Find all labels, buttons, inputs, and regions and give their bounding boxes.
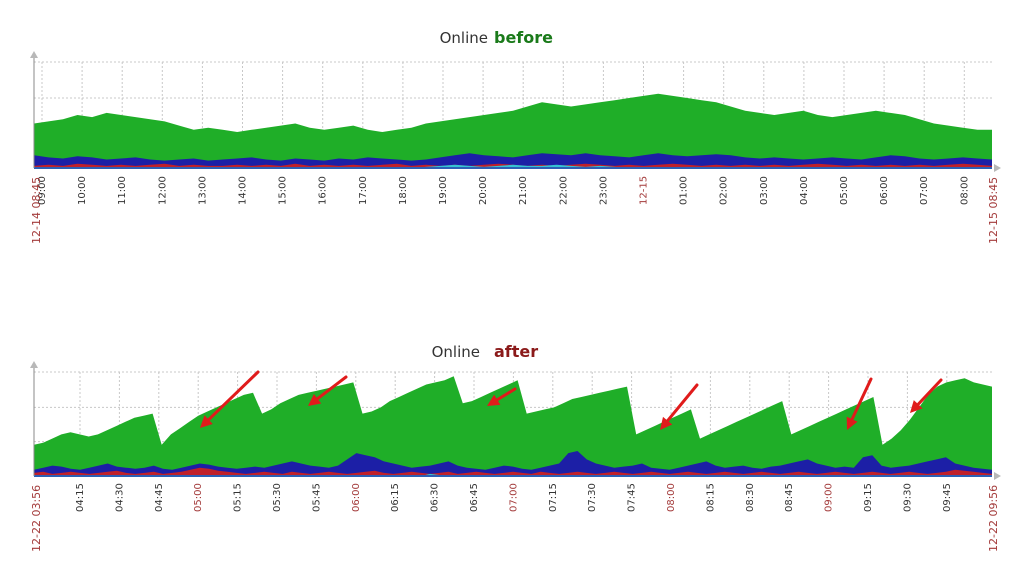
chart-after-x-tick-label: 05:00 (193, 483, 204, 512)
chart-after-end-label: 12-22 09:56 (987, 485, 1000, 552)
chart-before-x-tick-label: 19:00 (438, 176, 449, 205)
chart-before-title: Online (440, 29, 488, 47)
chart-after-x-tick-label: 04:15 (75, 483, 86, 512)
chart-after-x-tick-label: 08:15 (705, 483, 716, 512)
drop-arrow-head-2 (308, 394, 322, 406)
drop-arrow-head-3 (487, 394, 501, 406)
chart-before-x-tick-label: 10:00 (77, 176, 88, 205)
drop-arrow-3 (495, 387, 517, 402)
chart-after-x-tick-label: 04:30 (114, 483, 125, 512)
chart-before-x-tick-label: 23:00 (598, 176, 609, 205)
chart-after-x-tick-label: 06:30 (430, 483, 441, 512)
chart-after-x-axis-arrow (994, 472, 1001, 480)
chart-after-x-tick-label: 08:45 (784, 483, 795, 512)
chart-before-x-tick-label: 01:00 (679, 176, 690, 205)
chart-before-start-label: 12-14 08:45 (30, 177, 43, 244)
chart-after: 04:15 04:30 04:45 05:00 05:15 05:30 05:45 06:00… (30, 361, 1001, 512)
chart-after-tag: after (494, 342, 538, 361)
chart-after-x-tick-label: 09:30 (902, 483, 913, 512)
chart-after-series-green (34, 376, 992, 476)
chart-after-x-tick-label: 07:45 (627, 483, 638, 512)
chart-before-y-axis-arrow (30, 51, 38, 58)
chart-after-series-blue (34, 451, 992, 476)
drop-arrow-1 (207, 370, 260, 422)
chart-before-x-tick-label: 07:00 (919, 176, 930, 205)
chart-before-x-tick-label: 03:00 (759, 176, 770, 205)
drop-arrow-head-4 (660, 416, 673, 430)
chart-after-x-tick-label: 07:00 (508, 483, 519, 512)
chart-before-x-tick-label: 20:00 (478, 176, 489, 205)
chart-after-x-tick-label: 07:15 (548, 483, 559, 512)
chart-after-x-tick-label: 06:45 (469, 483, 480, 512)
chart-after-x-tick-label: 08:30 (745, 483, 756, 512)
chart-before-x-tick-label: 14:00 (238, 176, 249, 205)
drop-arrow-2 (316, 375, 348, 401)
chart-before-tag: before (494, 28, 553, 47)
chart-before-x-tick-label: 18:00 (398, 176, 409, 205)
chart-before-x-tick-label: 08:00 (959, 176, 970, 205)
chart-before-x-tick-label: 17:00 (358, 176, 369, 205)
drop-arrow-head-6 (910, 400, 923, 413)
chart-after-x-tick-label: 06:00 (351, 483, 362, 512)
chart-before-series-green (34, 93, 992, 168)
chart-after-x-tick-label: 09:45 (942, 483, 953, 512)
chart-before-x-tick-label: 06:00 (879, 176, 890, 205)
chart-before-x-tick-label: 12:00 (157, 176, 168, 205)
chart-after-start-label: 12-22 03:56 (30, 485, 43, 552)
chart-before-x-axis-arrow (994, 164, 1001, 172)
annotation-arrows (200, 370, 943, 430)
chart-before-end-label: 12-15 08:45 (987, 177, 1000, 244)
chart-after-x-tick-label: 05:30 (272, 483, 283, 512)
chart-before-x-tick-label: 11:00 (117, 176, 128, 205)
chart-before-x-tick-label: 13:00 (197, 176, 208, 205)
chart-after-y-axis-arrow (30, 361, 38, 368)
chart-before-x-tick-label: 05:00 (839, 176, 850, 205)
chart-before-x-tick-label: 21:00 (518, 176, 529, 205)
chart-after-x-tick-label: 04:45 (154, 483, 165, 512)
chart-before-x-tick-label: 15:00 (278, 176, 289, 205)
drop-arrow-6 (916, 378, 943, 406)
chart-before-x-tick-label: 12-15 (639, 176, 650, 205)
chart-after-x-tick-label: 08:00 (666, 483, 677, 512)
chart-after-title: Online (432, 343, 480, 361)
drop-arrow-head-5 (846, 416, 858, 430)
chart-after-x-tick-label: 06:15 (390, 483, 401, 512)
chart-after-x-tick-label: 07:30 (587, 483, 598, 512)
chart-before-x-tick-label: 02:00 (719, 176, 730, 205)
drop-arrow-5 (850, 377, 873, 421)
chart-before-series-cyan (34, 164, 992, 168)
chart-before-x-tick-label: 09:00 (37, 176, 48, 205)
chart-before-x-tick-label: 16:00 (318, 176, 329, 205)
chart-after-series-red (34, 467, 992, 476)
chart-after-x-tick-label: 09:15 (863, 483, 874, 512)
drop-arrow-head-1 (200, 415, 213, 428)
chart-before-series-blue (34, 153, 992, 168)
chart-after-x-tick-label: 09:00 (824, 483, 835, 512)
chart-before-x-tick-label: 04:00 (799, 176, 810, 205)
chart-before-x-tick-label: 22:00 (558, 176, 569, 205)
chart-after-x-tick-label: 05:15 (233, 483, 244, 512)
chart-after-x-tick-label: 05:45 (311, 483, 322, 512)
drop-arrow-4 (666, 383, 699, 423)
chart-before: 09:00 10:00 11:00 12:00 13:00 14:00 15:00 16:00… (30, 51, 1001, 205)
